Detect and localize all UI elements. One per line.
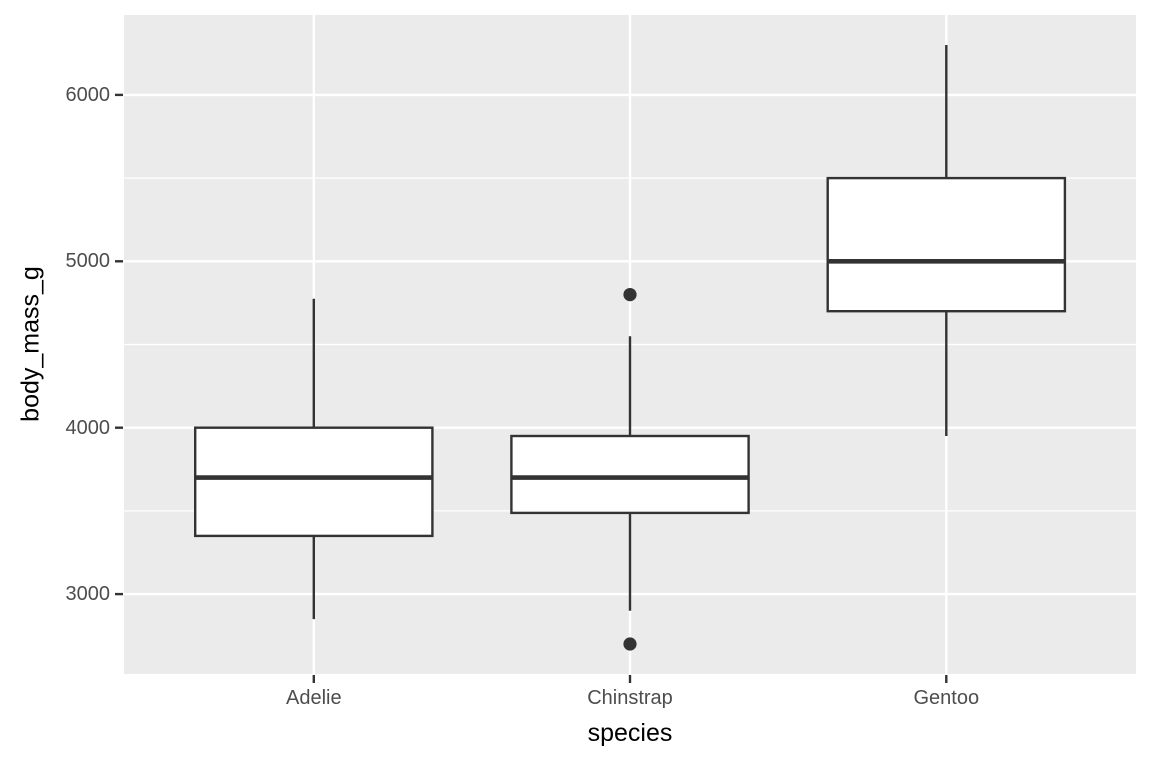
iqr-box: [193, 426, 434, 538]
box-adelie: [193, 298, 434, 620]
box-gentoo: [826, 45, 1067, 436]
y-tick-label-3000: 3000: [65, 583, 111, 606]
outlier-point: [623, 288, 637, 302]
y-tick-label-4000: 4000: [65, 416, 111, 439]
iqr-box: [826, 176, 1067, 313]
outlier-point: [623, 637, 637, 651]
y-axis-title: body_mass_g: [16, 266, 45, 422]
x-tick-label-adelie: Adelie: [285, 687, 342, 709]
x-tick-label-gentoo: Gentoo: [913, 687, 980, 709]
box-chinstrap: [510, 288, 750, 651]
y-tick-label-5000: 5000: [65, 250, 111, 273]
x-tick-label-chinstrap: Chinstrap: [587, 687, 673, 709]
y-tick-label-6000: 6000: [65, 83, 111, 106]
iqr-box: [510, 434, 750, 515]
x-axis-title: species: [587, 719, 673, 747]
